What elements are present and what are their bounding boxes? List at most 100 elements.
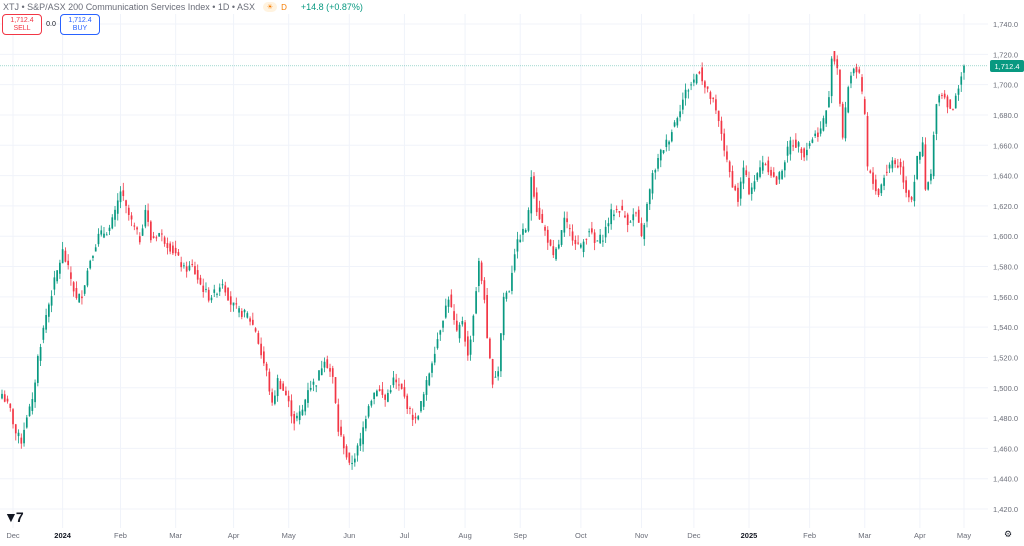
candle-body bbox=[249, 318, 251, 322]
candle-body bbox=[830, 58, 833, 97]
candle-body bbox=[221, 284, 224, 286]
candle-body bbox=[238, 308, 240, 313]
sell-button[interactable]: 1,712.4 SELL bbox=[2, 14, 42, 35]
time-axis[interactable]: Dec 2024 Feb Mar Apr May Jun Jul Aug Sep Oct Nov Dec… bbox=[6, 531, 971, 540]
candle-body bbox=[555, 248, 557, 260]
candle-body bbox=[409, 407, 411, 409]
candle-body bbox=[1, 393, 3, 399]
candle-body bbox=[53, 277, 56, 290]
y-tick-label: 1,660.0 bbox=[993, 141, 1018, 150]
candle-body bbox=[792, 145, 794, 147]
price-change: +14.8 (+0.87%) bbox=[300, 2, 363, 12]
candle-body bbox=[803, 148, 805, 158]
candle-body bbox=[533, 176, 535, 197]
price-axis[interactable]: 1,420.0 1,440.0 1,460.0 1,480.0 1,500.0 1,520… bbox=[993, 20, 1018, 514]
y-tick-label: 1,620.0 bbox=[993, 202, 1018, 211]
candle-body bbox=[265, 363, 268, 371]
candle-body bbox=[613, 214, 615, 217]
x-tick-label: Feb bbox=[114, 531, 127, 540]
candle-body bbox=[742, 167, 745, 184]
y-tick-label: 1,540.0 bbox=[993, 323, 1018, 332]
candle-body bbox=[712, 97, 715, 99]
y-tick-label: 1,580.0 bbox=[993, 263, 1018, 272]
candle-body bbox=[695, 74, 698, 84]
candle-body bbox=[957, 88, 960, 95]
candle-body bbox=[737, 187, 739, 202]
candle-body bbox=[930, 173, 932, 181]
candle-body bbox=[872, 172, 874, 184]
candle-body bbox=[246, 313, 249, 318]
candle-body bbox=[704, 81, 706, 88]
candle-body bbox=[458, 324, 461, 339]
candle-body bbox=[524, 229, 527, 233]
candle-body bbox=[932, 134, 935, 177]
candle-body bbox=[764, 164, 767, 166]
candle-body bbox=[28, 406, 31, 417]
candle-body bbox=[836, 59, 839, 69]
candle-body bbox=[89, 260, 92, 269]
grid-lines bbox=[0, 14, 988, 528]
tradingview-logo[interactable]: ▼7 bbox=[4, 509, 24, 525]
candle-body bbox=[428, 373, 431, 386]
candle-body bbox=[130, 215, 133, 220]
candle-body bbox=[723, 133, 726, 151]
candle-body bbox=[662, 150, 665, 153]
buy-button[interactable]: 1,712.4 BUY bbox=[60, 14, 100, 35]
sell-price: 1,712.4 bbox=[10, 16, 34, 24]
y-tick-label: 1,440.0 bbox=[993, 475, 1018, 484]
candle-body bbox=[315, 385, 318, 387]
candle-body bbox=[861, 77, 863, 92]
candle-body bbox=[637, 209, 640, 223]
candle-body bbox=[902, 166, 905, 183]
candle-body bbox=[698, 71, 701, 74]
x-tick-label: 2025 bbox=[741, 531, 758, 540]
candle-body bbox=[17, 432, 20, 437]
candle-body bbox=[952, 109, 954, 111]
candle-body bbox=[122, 190, 125, 197]
candle-body bbox=[963, 65, 965, 73]
candle-body bbox=[309, 388, 312, 390]
candle-body bbox=[775, 176, 778, 185]
delayed-label: D bbox=[281, 2, 287, 12]
candle-body bbox=[756, 173, 759, 180]
candle-body bbox=[127, 207, 130, 215]
candle-body bbox=[596, 240, 599, 242]
x-tick-label: Jun bbox=[343, 531, 355, 540]
candle-body bbox=[814, 133, 817, 137]
candle-body bbox=[648, 189, 651, 205]
candle-body bbox=[251, 319, 254, 325]
y-tick-label: 1,420.0 bbox=[993, 505, 1018, 514]
candle-body bbox=[205, 288, 207, 290]
candle-body bbox=[172, 245, 174, 254]
x-tick-label: Apr bbox=[228, 531, 240, 540]
candle-body bbox=[177, 252, 180, 256]
gear-icon[interactable]: ⚙ bbox=[1004, 529, 1013, 539]
candle-body bbox=[852, 68, 855, 74]
x-tick-label: Mar bbox=[858, 531, 871, 540]
trade-panel: 1,712.4 SELL 0.0 1,712.4 BUY bbox=[0, 14, 100, 35]
candle-body bbox=[422, 394, 425, 407]
buy-price: 1,712.4 bbox=[68, 16, 92, 24]
candle-body bbox=[850, 75, 852, 84]
candle-body bbox=[9, 403, 12, 408]
candle-body bbox=[353, 458, 356, 463]
candle-body bbox=[588, 231, 590, 233]
candle-body bbox=[81, 296, 83, 299]
candle-body bbox=[133, 225, 136, 227]
candle-body bbox=[822, 118, 825, 131]
candle-body bbox=[276, 378, 279, 397]
candle-body bbox=[364, 419, 367, 429]
candle-body bbox=[811, 139, 814, 143]
candle-body bbox=[166, 243, 169, 249]
candle-body bbox=[563, 217, 566, 233]
candle-body bbox=[905, 180, 907, 193]
candle-body bbox=[439, 330, 442, 335]
candle-body bbox=[535, 192, 538, 213]
candle-body bbox=[92, 255, 94, 258]
y-tick-label: 1,480.0 bbox=[993, 414, 1018, 423]
symbol-title[interactable]: XTJ • S&P/ASX 200 Communication Services… bbox=[3, 2, 256, 12]
candle-body bbox=[453, 311, 455, 320]
candle-body bbox=[670, 132, 673, 142]
